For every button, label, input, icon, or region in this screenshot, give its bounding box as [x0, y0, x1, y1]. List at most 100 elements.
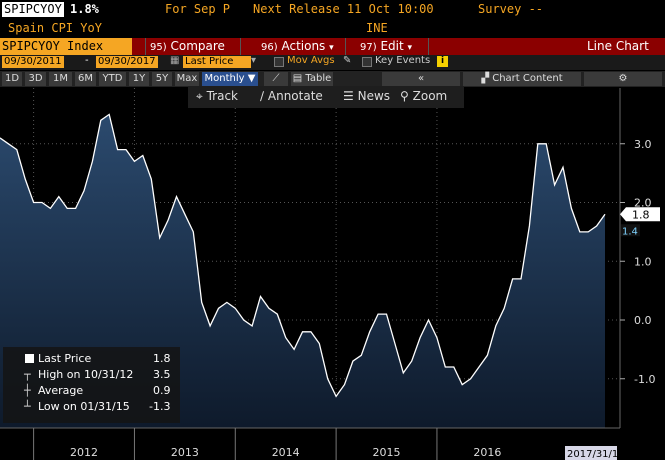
- chart-legend: Last Price 1.8 ┬ High on 10/31/12 3.5 ┼ …: [3, 347, 180, 423]
- index-field[interactable]: SPIPCYOY Index: [0, 38, 132, 55]
- y-tick-label: -1.0: [634, 373, 655, 386]
- crosshair-icon: ⌖: [196, 89, 203, 103]
- legend-last: Last Price 1.8: [3, 351, 180, 366]
- compare-label: Compare: [170, 39, 225, 53]
- chart-type-label: Line Chart: [587, 39, 649, 53]
- x-tick-label: 2012: [70, 446, 98, 459]
- period-1d[interactable]: 1D: [2, 72, 22, 86]
- legend-low-value: -1.3: [149, 400, 171, 413]
- magnifier-icon: ⚲: [400, 89, 409, 103]
- current-value: 1.8%: [70, 2, 99, 16]
- pencil-icon[interactable]: ✎: [343, 55, 352, 66]
- legend-last-label: Last Price: [38, 352, 92, 365]
- period-3d[interactable]: 3D: [25, 72, 46, 86]
- actions-label: Actions: [281, 39, 326, 53]
- collapse-left-icon[interactable]: «: [382, 72, 460, 86]
- function-bar: SPIPCYOY Index 95) Compare 96) Actions ▾…: [0, 38, 665, 55]
- period-1m[interactable]: 1M: [49, 72, 72, 86]
- chart-content-button[interactable]: ▞ Chart Content: [463, 72, 581, 86]
- legend-high-label: High on 10/31/12: [38, 368, 134, 381]
- key-events-label: Key Events: [375, 55, 431, 66]
- ticker-symbol[interactable]: SPIPCYOY: [2, 2, 64, 17]
- chevron-down-icon: ▾: [407, 43, 413, 53]
- series-line: [0, 113, 606, 398]
- track-label: Track: [206, 89, 238, 103]
- legend-swatch-icon: [25, 354, 34, 363]
- news-button[interactable]: ☰ News: [343, 89, 390, 103]
- table-label: Table: [305, 73, 332, 84]
- chart-tools: ⌖ Track ∕ Annotate ☰ News ⚲ Zoom: [188, 86, 464, 108]
- mov-avgs-checkbox[interactable]: [274, 57, 284, 67]
- end-date-input[interactable]: 09/30/2017: [96, 56, 158, 68]
- survey: Survey --: [478, 2, 544, 16]
- average-marker-icon: ┼: [24, 384, 31, 397]
- source: INE: [366, 21, 388, 35]
- y-tick-label: 0.0: [634, 314, 652, 327]
- low-marker-icon: ┴: [24, 400, 31, 413]
- date-label: 2017/31/17: [567, 449, 625, 460]
- period-6m[interactable]: 6M: [75, 72, 96, 86]
- table-button[interactable]: ▤ Table: [291, 72, 333, 86]
- legend-average-value: 0.9: [153, 384, 171, 397]
- next-release: Next Release 11 Oct 10:00: [253, 2, 434, 16]
- edit-label: Edit: [380, 39, 404, 53]
- frequency-select[interactable]: Monthly ▼: [202, 72, 258, 86]
- secondary-marker: [621, 224, 640, 237]
- field-select[interactable]: Last Price: [183, 56, 251, 68]
- security-name: Spain CPI YoY: [8, 21, 102, 35]
- calendar-icon[interactable]: ▦: [170, 55, 180, 66]
- high-marker-icon: ┬: [24, 368, 31, 381]
- table-icon: ▤: [292, 73, 303, 84]
- mov-avgs-label: Mov Avgs: [287, 55, 335, 66]
- x-tick-label: 2016: [473, 446, 501, 459]
- pencil-icon: ∕: [260, 89, 265, 103]
- period-ytd[interactable]: YTD: [99, 72, 126, 86]
- date-marker: [565, 446, 617, 460]
- chevron-down-icon[interactable]: ▾: [251, 55, 257, 66]
- legend-last-value: 1.8: [153, 352, 171, 365]
- start-date-input[interactable]: 09/30/2011: [2, 56, 64, 68]
- zoom-button[interactable]: ⚲ Zoom: [400, 89, 447, 103]
- chart-content-label: Chart Content: [492, 73, 563, 84]
- last-value-label: 1.8: [632, 208, 650, 221]
- x-tick-label: 2015: [373, 446, 401, 459]
- y-tick-label: 1.0: [634, 255, 652, 268]
- y-tick-label: 3.0: [634, 138, 652, 151]
- legend-low-label: Low on 01/31/15: [38, 400, 130, 413]
- period-5y[interactable]: 5Y: [152, 72, 172, 86]
- ticker-bar: SPIPCYOY 1.8% For Sep P Next Release 11 …: [0, 0, 665, 20]
- edit-num: 97): [360, 42, 377, 53]
- zoom-label: Zoom: [412, 89, 448, 103]
- for-period: For Sep P: [165, 2, 231, 16]
- actions-button[interactable]: 96) Actions ▾: [261, 38, 334, 55]
- track-button[interactable]: ⌖ Track: [196, 89, 238, 104]
- news-icon: ☰: [343, 89, 354, 103]
- compare-button[interactable]: 95) Compare: [150, 38, 225, 55]
- compare-num: 95): [150, 42, 167, 53]
- news-label: News: [357, 89, 391, 103]
- legend-average: ┼ Average 0.9: [3, 383, 180, 398]
- period-max[interactable]: Max: [175, 72, 199, 86]
- chart-style-icon[interactable]: ⟋: [264, 72, 288, 86]
- security-name-bar: Spain CPI YoY INE: [0, 20, 665, 38]
- last-value-marker: [620, 207, 660, 222]
- info-icon[interactable]: i: [437, 56, 448, 67]
- x-tick-label: 2013: [171, 446, 199, 459]
- annotate-label: Annotate: [267, 89, 323, 103]
- edit-button[interactable]: 97) Edit ▾: [360, 38, 412, 55]
- range-dash: -: [85, 55, 89, 66]
- legend-low: ┴ Low on 01/31/15 -1.3: [3, 399, 180, 414]
- x-tick-label: 2014: [272, 446, 300, 459]
- frequency-label: Monthly: [204, 73, 245, 84]
- chevron-down-icon: ▾: [329, 43, 334, 53]
- date-range-bar: 09/30/2011 - 09/30/2017 ▦ Last Price ▾ M…: [0, 55, 665, 70]
- legend-high-value: 3.5: [153, 368, 171, 381]
- period-1y[interactable]: 1Y: [129, 72, 149, 86]
- legend-average-label: Average: [38, 384, 84, 397]
- secondary-label: 1.4: [622, 226, 638, 237]
- chart-content-icon: ▞: [481, 73, 490, 84]
- annotate-button[interactable]: ∕ Annotate: [260, 89, 323, 103]
- key-events-checkbox[interactable]: [362, 57, 372, 67]
- gear-icon[interactable]: ⚙: [584, 72, 662, 86]
- period-bar: 1D 3D 1M 6M YTD 1Y 5Y Max Monthly ▼ ⟋ ▤ …: [0, 71, 665, 87]
